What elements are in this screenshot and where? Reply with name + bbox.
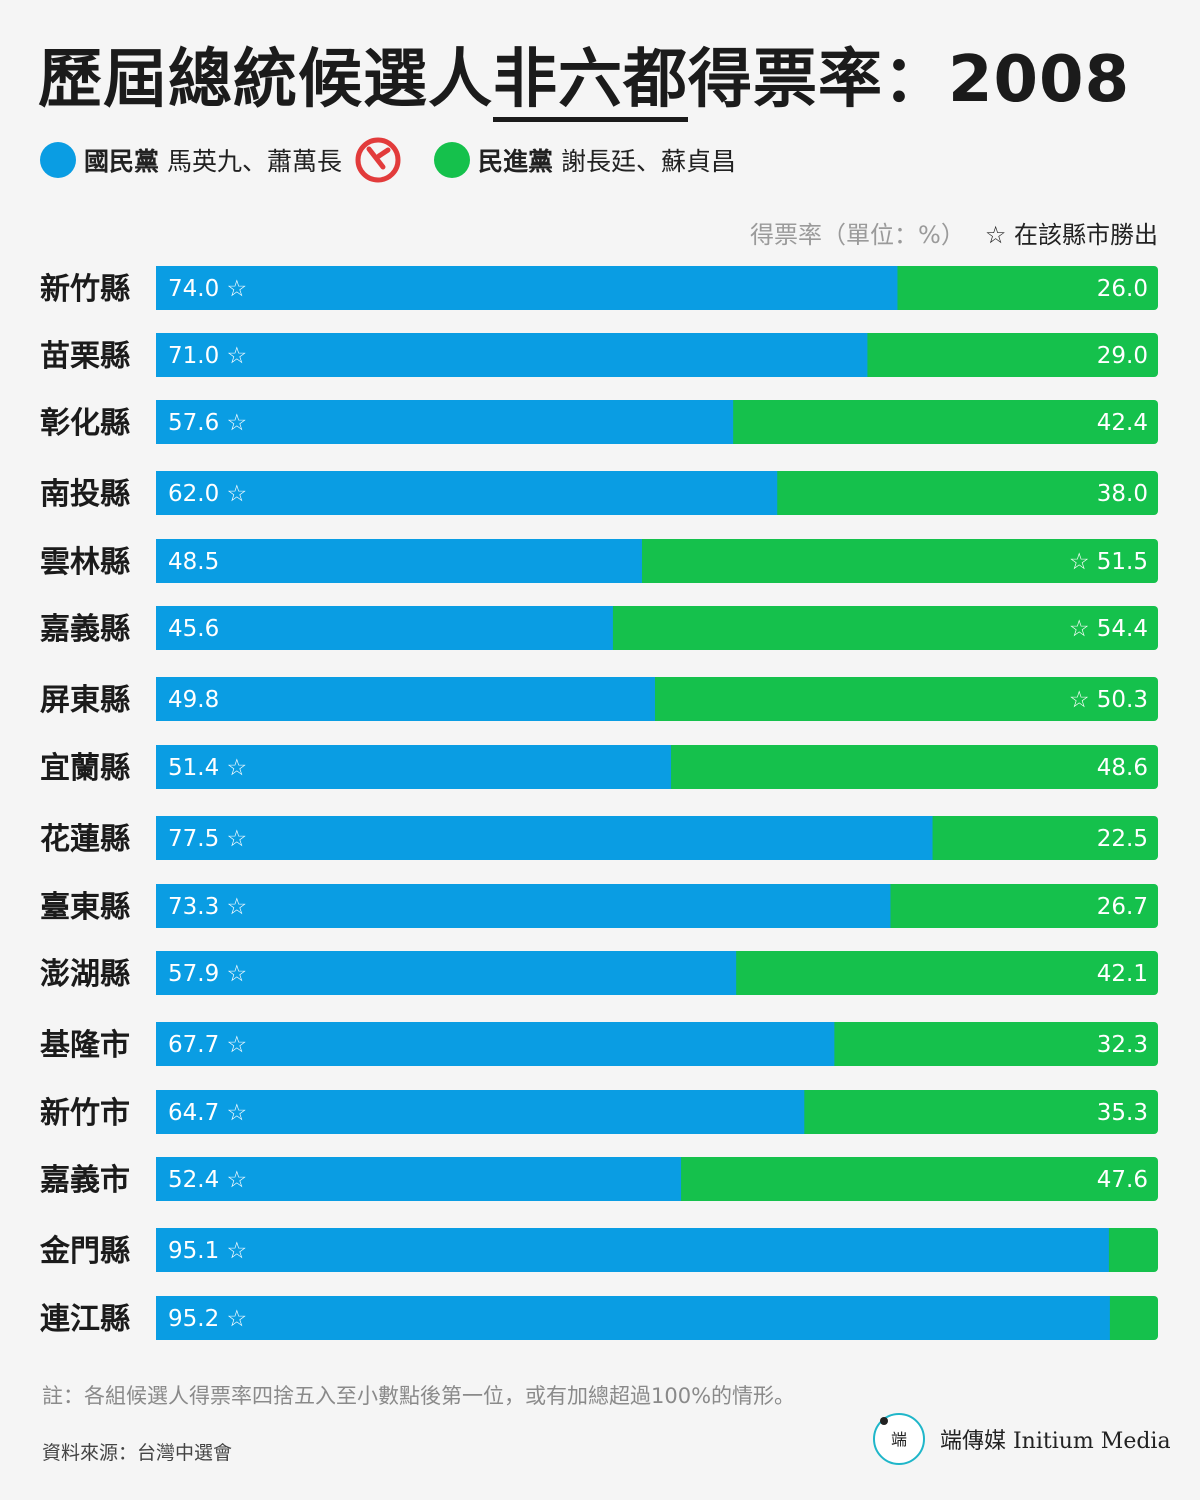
kmt-value-label: 67.7 ☆ <box>168 1032 247 1058</box>
kmt-value-label: 48.5 <box>168 549 219 575</box>
bar-row: 連江縣 95.2 ☆ <box>40 1296 1158 1340</box>
kmt-value-label: 49.8 <box>168 687 219 713</box>
initium-logo-icon: 端 <box>873 1413 925 1465</box>
bar-kmt <box>156 606 613 650</box>
category-label: 臺東縣 <box>40 890 130 925</box>
bar-kmt <box>156 1157 682 1201</box>
bar-kmt <box>156 951 737 995</box>
dpp-value-label: ☆ 50.3 <box>1069 687 1148 713</box>
bar-row: 基隆市 67.7 ☆ 32.3 <box>40 1022 1158 1066</box>
dpp-value-label: 42.4 <box>1097 410 1148 436</box>
category-label: 金門縣 <box>39 1234 130 1269</box>
dpp-color-dot <box>434 142 471 178</box>
category-label: 嘉義縣 <box>40 612 130 647</box>
category-label: 嘉義市 <box>40 1163 130 1198</box>
winner-note: ☆ 在該縣市勝出 <box>984 221 1158 249</box>
kmt-value-label: 57.9 ☆ <box>168 961 247 987</box>
bar-row: 屏東縣 49.8 ☆ 50.3 <box>40 677 1158 721</box>
dpp-value-label: 42.1 <box>1097 961 1148 987</box>
dpp-value-label: ☆ 51.5 <box>1069 549 1148 575</box>
bar-row: 嘉義市 52.4 ☆ 47.6 <box>40 1157 1158 1201</box>
brand: 端 端傳媒 Initium Media <box>872 1412 1171 1466</box>
dpp-value-label: 26.7 <box>1097 894 1148 920</box>
category-label: 新竹市 <box>40 1096 130 1131</box>
bar-row: 金門縣 95.1 ☆ <box>39 1228 1158 1272</box>
dpp-value-label: 22.5 <box>1097 826 1148 852</box>
category-label: 澎湖縣 <box>40 957 130 992</box>
kmt-color-dot <box>40 142 76 178</box>
bar-row: 花蓮縣 77.5 ☆ 22.5 <box>40 816 1158 860</box>
bar-row: 宜蘭縣 51.4 ☆ 48.6 <box>40 745 1158 789</box>
kmt-value-label: 73.3 ☆ <box>168 894 247 920</box>
kmt-value-label: 45.6 <box>168 616 219 642</box>
kmt-value-label: 51.4 ☆ <box>168 755 247 781</box>
kmt-value-label: 71.0 ☆ <box>168 343 247 369</box>
category-label: 基隆市 <box>40 1028 130 1063</box>
dpp-value-label: 47.6 <box>1097 1167 1148 1193</box>
kmt-value-label: 95.1 ☆ <box>168 1238 247 1264</box>
legend-kmt-candidates: 馬英九、蕭萬長 <box>167 147 343 176</box>
footnote: 註：各組候選人得票率四捨五入至小數點後第一位，或有加總超過100%的情形。 <box>42 1384 796 1408</box>
dpp-value-label: 32.3 <box>1097 1032 1148 1058</box>
category-label: 南投縣 <box>40 477 130 512</box>
kmt-value-label: 77.5 ☆ <box>168 826 247 852</box>
bar-kmt <box>156 539 642 583</box>
category-label: 花蓮縣 <box>40 822 130 857</box>
category-label: 苗栗縣 <box>40 339 130 374</box>
dpp-value-label: 48.6 <box>1097 755 1148 781</box>
bar-row: 苗栗縣 71.0 ☆ 29.0 <box>40 333 1158 377</box>
category-label: 新竹縣 <box>40 272 130 307</box>
unit-label: 得票率（單位：%） <box>750 221 965 249</box>
brand-name: 端傳媒 Initium Media <box>940 1429 1171 1454</box>
kmt-value-label: 74.0 ☆ <box>168 276 247 302</box>
dpp-value-label: 29.0 <box>1097 343 1148 369</box>
bar-row: 新竹市 64.7 ☆ 35.3 <box>40 1090 1158 1134</box>
bar-kmt <box>156 1296 1110 1340</box>
category-label: 彰化縣 <box>40 406 130 441</box>
bar-kmt <box>156 333 868 377</box>
kmt-value-label: 64.7 ☆ <box>168 1100 247 1126</box>
svg-text:端: 端 <box>891 1430 907 1449</box>
category-label: 連江縣 <box>40 1302 130 1337</box>
bar-kmt <box>156 1090 805 1134</box>
title-highlight: 非六都 <box>493 43 688 122</box>
bar-kmt <box>156 745 672 789</box>
category-label: 屏東縣 <box>40 683 130 718</box>
unit-row: 得票率（單位：%） ☆ 在該縣市勝出 <box>750 215 1158 250</box>
bar-kmt <box>156 1228 1109 1272</box>
source-note: 資料來源：台灣中選會 <box>42 1442 233 1464</box>
kmt-value-label: 62.0 ☆ <box>168 481 247 507</box>
bar-row: 澎湖縣 57.9 ☆ 42.1 <box>40 951 1158 995</box>
dpp-value-label: ☆ 54.4 <box>1069 616 1148 642</box>
bar-kmt <box>156 884 891 928</box>
legend-dpp-party: 民進黨 <box>478 147 554 176</box>
category-label: 宜蘭縣 <box>40 751 130 786</box>
bar-kmt <box>156 1022 835 1066</box>
legend-dpp-candidates: 謝長廷、蘇貞昌 <box>561 147 737 176</box>
kmt-value-label: 95.2 ☆ <box>168 1306 247 1332</box>
kmt-value-label: 57.6 ☆ <box>168 410 247 436</box>
bar-kmt <box>156 816 933 860</box>
vote-stamp-icon <box>355 137 401 183</box>
bar-kmt <box>156 400 734 444</box>
bar-row: 南投縣 62.0 ☆ 38.0 <box>40 471 1158 515</box>
bar-kmt <box>156 677 655 721</box>
bar-row: 雲林縣 48.5 ☆ 51.5 <box>40 539 1158 583</box>
bar-row: 新竹縣 74.0 ☆ 26.0 <box>40 266 1158 310</box>
dpp-value-label: 35.3 <box>1097 1100 1148 1126</box>
bar-row: 嘉義縣 45.6 ☆ 54.4 <box>40 606 1158 650</box>
legend-kmt-party: 國民黨 <box>84 147 160 176</box>
bar-row: 臺東縣 73.3 ☆ 26.7 <box>40 884 1158 928</box>
bar-row: 彰化縣 57.6 ☆ 42.4 <box>40 400 1158 444</box>
bar-kmt <box>156 471 778 515</box>
legend: 國民黨 馬英九、蕭萬長 民進黨 謝長廷、蘇貞昌 <box>40 137 744 183</box>
kmt-value-label: 52.4 ☆ <box>168 1167 247 1193</box>
page-title: 歷屆總統候選人非六都得票率：2008 <box>38 28 1130 122</box>
dpp-value-label: 38.0 <box>1097 481 1148 507</box>
bar-kmt <box>156 266 898 310</box>
dpp-value-label: 26.0 <box>1097 276 1148 302</box>
category-label: 雲林縣 <box>40 545 130 580</box>
